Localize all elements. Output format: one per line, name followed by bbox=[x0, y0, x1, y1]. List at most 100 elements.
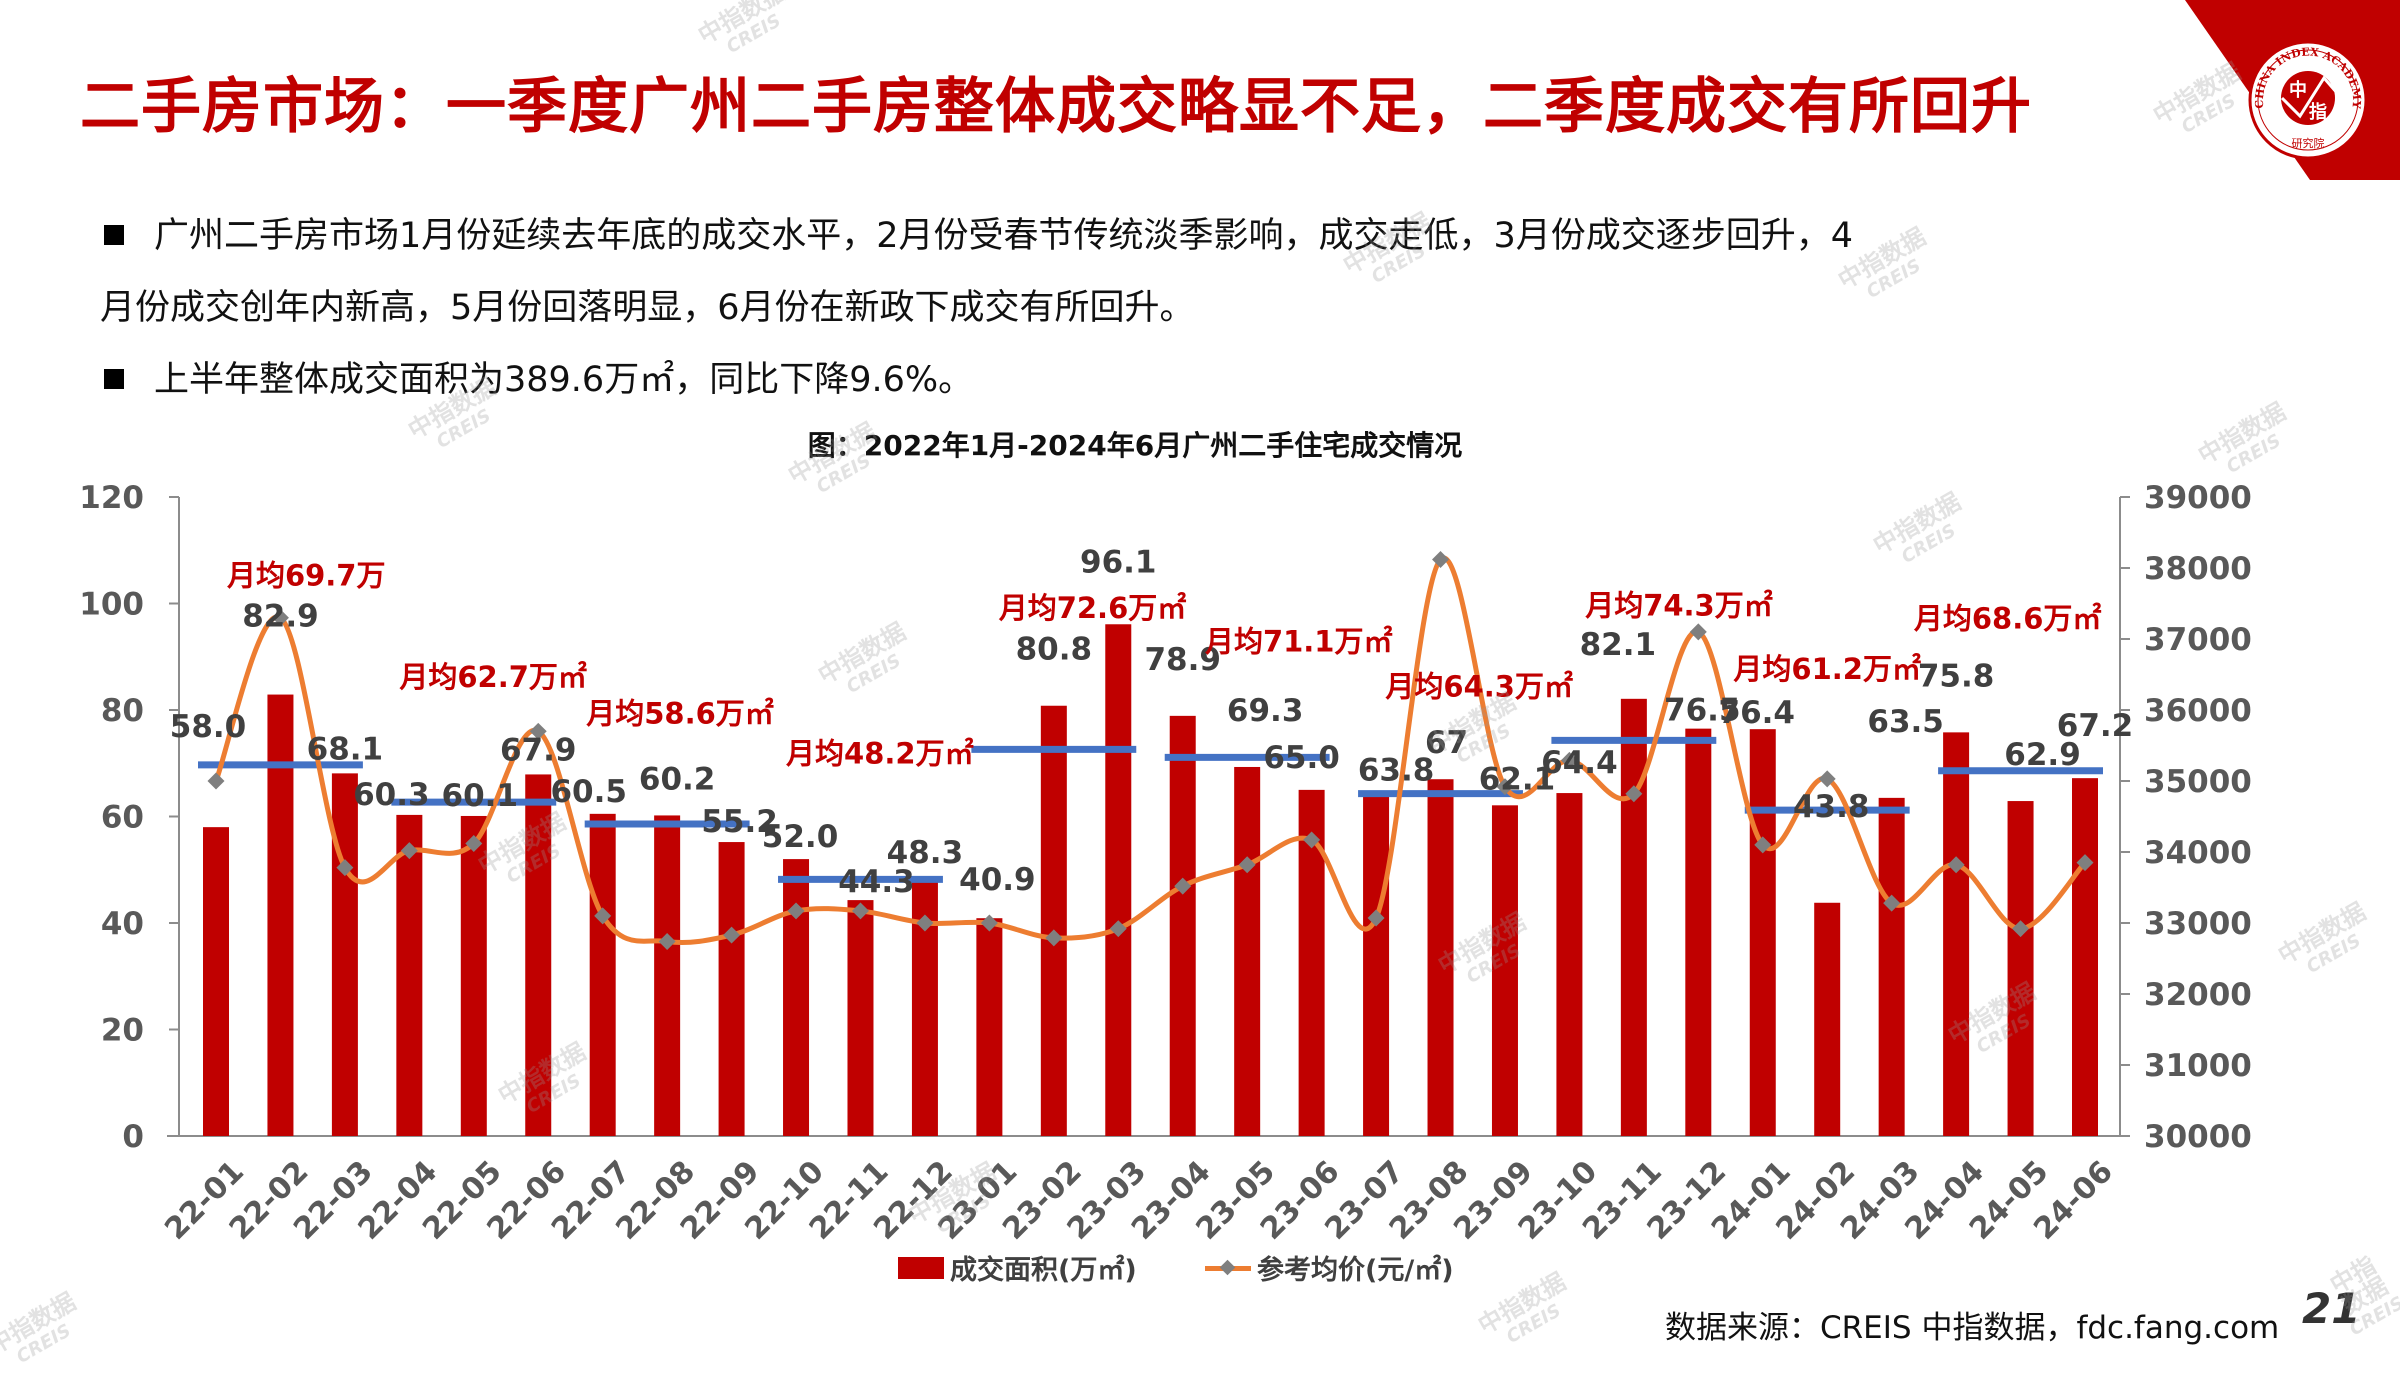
bar-data-label: 48.3 bbox=[887, 835, 964, 871]
right-axis-tick-label: 39000 bbox=[2144, 480, 2252, 516]
right-axis-tick-label: 35000 bbox=[2144, 764, 2252, 800]
right-axis-tick-label: 38000 bbox=[2144, 551, 2252, 587]
right-axis-tick-label: 32000 bbox=[2144, 977, 2252, 1013]
price-point-marker bbox=[1432, 550, 1450, 568]
bullet-square-icon bbox=[104, 225, 124, 245]
bar bbox=[525, 774, 552, 1136]
bar bbox=[1491, 805, 1518, 1136]
price-point-marker bbox=[1947, 856, 1965, 874]
right-axis-tick-label: 33000 bbox=[2144, 906, 2252, 942]
x-tick-labels: 22-0122-0222-0322-0422-0522-0622-0722-08… bbox=[158, 1154, 2120, 1247]
price-point-marker bbox=[1109, 920, 1127, 938]
left-axis-tick-label: 80 bbox=[101, 693, 144, 729]
bar bbox=[2072, 778, 2098, 1136]
bar-data-label: 80.8 bbox=[1016, 632, 1093, 668]
average-label: 月均68.6万㎡ bbox=[1913, 602, 2102, 636]
bullet-text: 上半年整体成交面积为389.6万㎡，同比下降9.6%。 bbox=[154, 360, 974, 400]
bar-data-label: 67.9 bbox=[500, 732, 577, 768]
quarter-average-lines bbox=[198, 736, 2103, 883]
bar bbox=[1363, 796, 1390, 1136]
bar bbox=[976, 918, 1003, 1136]
brand-corner: 中 指 CHINA INDEX ACADEMY 研究院 bbox=[2185, 0, 2400, 180]
bar-data-label: 67 bbox=[1425, 725, 1468, 761]
price-point-marker bbox=[400, 842, 418, 860]
average-label: 月均62.7万㎡ bbox=[398, 660, 587, 694]
price-point-marker bbox=[529, 722, 547, 740]
legend-item-area: 成交面积(万㎡) bbox=[898, 1248, 1137, 1287]
price-point-marker bbox=[1045, 929, 1063, 947]
price-point-marker bbox=[594, 907, 612, 925]
left-axis-tick-label: 120 bbox=[79, 480, 144, 516]
price-point-marker bbox=[1818, 770, 1836, 788]
bullet-item-1: 广州二手房市场1月份延续去年底的成交水平，2月份受春节传统淡季影响，成交走低，3… bbox=[100, 200, 2160, 272]
price-point-marker bbox=[1754, 836, 1772, 854]
data-labels: 58.0 82.9 68.1 60.3 60.1 67.9 60.5 60.2 55.252.0… bbox=[170, 544, 2134, 900]
bullet-text: 月份成交创年内新高，5月份回落明显，6月份在新政下成交有所回升。 bbox=[100, 288, 1195, 328]
bullet-text: 广州二手房市场1月份延续去年底的成交水平，2月份受春节传统淡季影响，成交走低，3… bbox=[154, 216, 1854, 256]
price-point-marker bbox=[1689, 623, 1707, 641]
bar bbox=[589, 813, 616, 1136]
bar bbox=[1427, 779, 1454, 1136]
price-point-marker bbox=[2012, 920, 2030, 938]
legend-label: 成交面积(万㎡) bbox=[950, 1255, 1137, 1286]
bar bbox=[1169, 715, 1196, 1136]
bar-data-label: 96.1 bbox=[1080, 544, 1157, 580]
average-label: 月均48.2万㎡ bbox=[785, 736, 974, 770]
average-label: 月均61.2万㎡ bbox=[1732, 652, 1921, 686]
svg-text:指: 指 bbox=[2309, 101, 2327, 123]
bar-data-label: 63.5 bbox=[1867, 704, 1944, 740]
bar bbox=[783, 859, 810, 1136]
average-label: 月均64.3万㎡ bbox=[1384, 670, 1573, 704]
axes: 0 20 40 60 80 100 120 30000 31000 32000 33000 34000… bbox=[79, 480, 2252, 1155]
bar bbox=[460, 815, 487, 1136]
china-index-academy-logo: 中 指 CHINA INDEX ACADEMY 研究院 bbox=[2248, 40, 2368, 160]
bar-data-label: 60.3 bbox=[353, 777, 430, 813]
left-axis-tick-label: 60 bbox=[101, 800, 144, 836]
bar-data-label: 60.1 bbox=[442, 778, 519, 814]
price-point-marker bbox=[916, 914, 934, 932]
price-point-marker bbox=[723, 926, 741, 944]
bar-data-label: 43.8 bbox=[1793, 789, 1870, 825]
bar-data-label: 62.1 bbox=[1479, 761, 1556, 797]
price-point-marker bbox=[1303, 831, 1321, 849]
price-point-marker bbox=[1367, 909, 1385, 927]
bar bbox=[1620, 698, 1647, 1136]
bar bbox=[1878, 797, 1905, 1136]
bar-data-label: 67.2 bbox=[2057, 708, 2134, 744]
price-point-marker bbox=[207, 772, 225, 790]
bullet-item-2: 上半年整体成交面积为389.6万㎡，同比下降9.6%。 bbox=[100, 344, 2160, 416]
bar bbox=[1749, 729, 1776, 1136]
bar-data-label: 76.5 bbox=[1664, 693, 1741, 729]
left-axis-tick-label: 20 bbox=[101, 1013, 144, 1049]
bar-data-label: 76.4 bbox=[1719, 695, 1796, 731]
price-point-marker bbox=[1496, 778, 1514, 796]
svg-text:中: 中 bbox=[2289, 79, 2307, 101]
bar bbox=[1814, 902, 1841, 1136]
bar-data-label: 82.9 bbox=[242, 599, 319, 635]
bullet-list: 广州二手房市场1月份延续去年底的成交水平，2月份受春节传统淡季影响，成交走低，3… bbox=[100, 200, 2160, 416]
price-point-marker bbox=[980, 914, 998, 932]
price-point-marker bbox=[465, 834, 483, 852]
right-axis-tick-label: 30000 bbox=[2144, 1119, 2252, 1155]
bar bbox=[1943, 732, 1970, 1136]
bar bbox=[203, 827, 229, 1136]
bar bbox=[1556, 793, 1583, 1136]
bar bbox=[718, 842, 745, 1136]
right-axis-tick-label: 37000 bbox=[2144, 622, 2252, 658]
average-labels: 月均69.7万月均62.7万㎡月均58.6万㎡月均48.2万㎡月均72.6万㎡月… bbox=[226, 558, 2101, 770]
right-axis-tick-label: 36000 bbox=[2144, 693, 2252, 729]
average-label: 月均74.3万㎡ bbox=[1584, 589, 1773, 623]
bar bbox=[1040, 705, 1067, 1136]
bar-data-label: 52.0 bbox=[762, 819, 839, 855]
bullet-square-icon bbox=[104, 369, 124, 389]
price-point-marker bbox=[787, 902, 805, 920]
bar-data-label: 64.4 bbox=[1541, 745, 1618, 781]
left-axis-tick-label: 100 bbox=[79, 587, 144, 623]
bar-data-label: 82.1 bbox=[1580, 627, 1657, 663]
page-number: 21 bbox=[2302, 1284, 2361, 1333]
bar bbox=[847, 900, 874, 1136]
bar bbox=[396, 814, 423, 1136]
legend-item-price: 参考均价(元/㎡) bbox=[1205, 1248, 1454, 1287]
legend-line-swatch bbox=[1205, 1257, 1251, 1279]
bar bbox=[331, 773, 358, 1136]
